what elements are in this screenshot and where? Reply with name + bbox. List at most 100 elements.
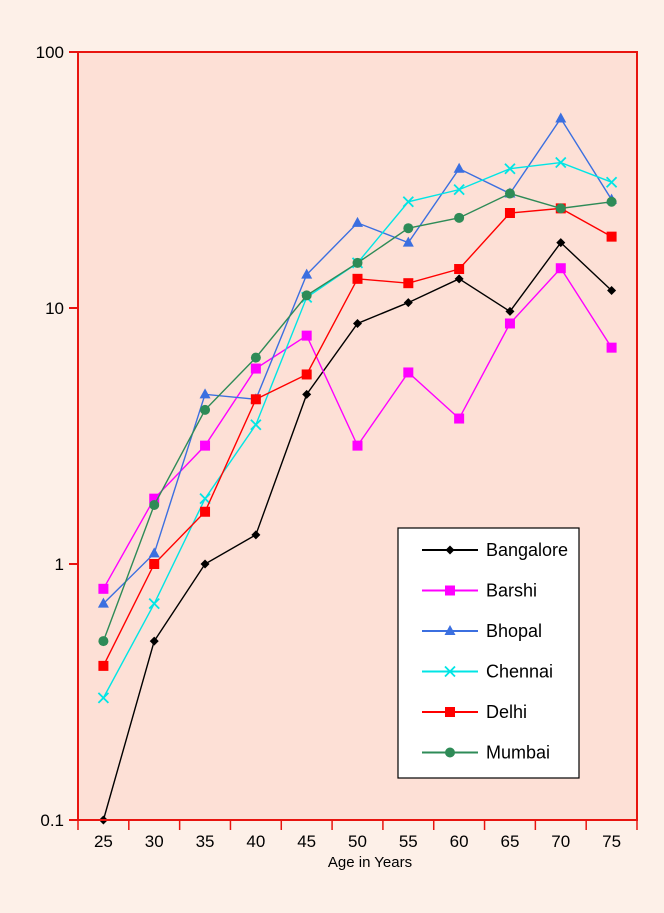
y-tick-label: 0.1: [40, 811, 64, 830]
legend-marker: [445, 747, 455, 758]
data-point-mumbai: [504, 188, 515, 199]
data-point-bhopal: [97, 597, 109, 608]
data-point-bhopal: [301, 268, 313, 279]
data-point-barshi: [403, 367, 414, 378]
legend-item-bhopal: Bhopal: [422, 621, 542, 641]
data-point-mumbai: [352, 257, 363, 268]
data-point-bhopal: [148, 547, 160, 558]
data-point-mumbai: [149, 500, 160, 511]
data-point-chennai: [97, 692, 110, 704]
data-point-mumbai: [454, 212, 465, 223]
legend-item-delhi: Delhi: [422, 702, 527, 722]
y-tick-label: 10: [45, 299, 64, 318]
data-point-delhi: [250, 394, 261, 405]
legend-label: Chennai: [486, 662, 553, 682]
legend-label: Mumbai: [486, 743, 550, 763]
x-tick-label: 60: [450, 832, 469, 851]
data-point-mumbai: [200, 404, 211, 415]
data-point-chennai: [250, 419, 262, 431]
data-point-chennai: [555, 156, 567, 169]
data-point-barshi: [352, 440, 363, 451]
data-point-mumbai: [403, 223, 414, 234]
y-tick-label: 1: [55, 555, 64, 574]
data-point-bhopal: [199, 388, 211, 399]
legend-item-chennai: Chennai: [422, 662, 553, 682]
data-point-barshi: [149, 493, 160, 504]
data-point-chennai: [605, 176, 618, 188]
legend: Bangalore Barshi Bhopal Chennai Delhi Mumbai: [397, 527, 580, 779]
data-point-chennai: [199, 493, 211, 505]
data-point-delhi: [403, 278, 414, 289]
data-point-chennai: [148, 598, 160, 610]
legend-label: Bhopal: [486, 621, 542, 641]
data-point-delhi: [352, 273, 363, 284]
x-tick-label: 45: [297, 832, 316, 851]
legend-item-barshi: Barshi: [422, 581, 537, 601]
data-point-delhi: [301, 369, 312, 380]
data-point-bhopal: [453, 162, 465, 173]
data-point-mumbai: [250, 352, 261, 363]
data-point-bangalore: [353, 318, 362, 328]
data-point-bangalore: [403, 298, 413, 308]
data-point-delhi: [200, 506, 211, 517]
data-point-chennai: [504, 163, 516, 175]
plot-border: [77, 51, 638, 821]
x-tick-label: 30: [145, 832, 164, 851]
data-point-barshi: [250, 363, 261, 374]
data-point-chennai: [402, 196, 414, 208]
x-tick-label: 50: [348, 832, 367, 851]
legend-items: Bangalore Barshi Bhopal Chennai Delhi Mumbai: [422, 540, 568, 763]
data-point-barshi: [555, 263, 566, 274]
data-point-chennai: [453, 183, 465, 196]
data-point-bangalore: [454, 274, 464, 284]
x-tick-label: 55: [399, 832, 418, 851]
data-point-delhi: [504, 208, 515, 219]
data-point-bangalore: [149, 636, 159, 646]
legend-item-mumbai: Mumbai: [422, 743, 550, 763]
data-point-barshi: [301, 330, 312, 341]
x-tick-label: 70: [551, 832, 570, 851]
legend-marker: [444, 665, 456, 678]
data-point-bangalore: [200, 559, 210, 569]
series-bangalore: [98, 238, 617, 825]
x-tick-label: 40: [246, 832, 265, 851]
data-point-bhopal: [555, 112, 567, 123]
data-point-bangalore: [251, 530, 261, 540]
data-point-mumbai: [301, 290, 312, 301]
series-barshi: [98, 263, 617, 594]
x-tick-label: 75: [602, 832, 621, 851]
data-point-barshi: [98, 583, 109, 594]
legend-label: Bangalore: [486, 540, 568, 560]
data-point-delhi: [606, 231, 617, 242]
y-tick-label: 100: [36, 43, 64, 62]
data-point-delhi: [454, 264, 465, 275]
x-axis-label: Age in Years: [328, 854, 412, 871]
data-point-barshi: [454, 413, 465, 424]
data-point-barshi: [606, 342, 617, 353]
data-point-bangalore: [556, 238, 566, 248]
series-mumbai: [98, 188, 617, 647]
data-point-delhi: [149, 559, 160, 569]
x-tick-label: 35: [196, 832, 215, 851]
x-tick-label: 25: [94, 832, 113, 851]
data-point-mumbai: [606, 196, 617, 207]
data-point-bhopal: [352, 216, 363, 227]
data-point-delhi: [98, 660, 109, 671]
legend-marker: [445, 545, 455, 555]
legend-item-bangalore: Bangalore: [422, 540, 568, 560]
data-point-barshi: [504, 318, 515, 329]
x-tick-label: 65: [500, 832, 519, 851]
legend-box: [397, 527, 580, 779]
legend-label: Delhi: [486, 702, 527, 722]
data-point-mumbai: [98, 636, 109, 647]
legend-marker: [444, 625, 456, 635]
data-point-bangalore: [505, 306, 515, 316]
axis-layer: 0.1 1 10 100 25 30 35 40 45 50 55 60 65 70 75: [36, 43, 638, 851]
legend-marker: [445, 585, 455, 596]
data-point-bangalore: [607, 286, 617, 296]
legend-marker: [445, 707, 455, 717]
data-point-bhopal: [402, 236, 414, 247]
data-point-barshi: [200, 440, 211, 451]
series-layer: [97, 112, 618, 825]
